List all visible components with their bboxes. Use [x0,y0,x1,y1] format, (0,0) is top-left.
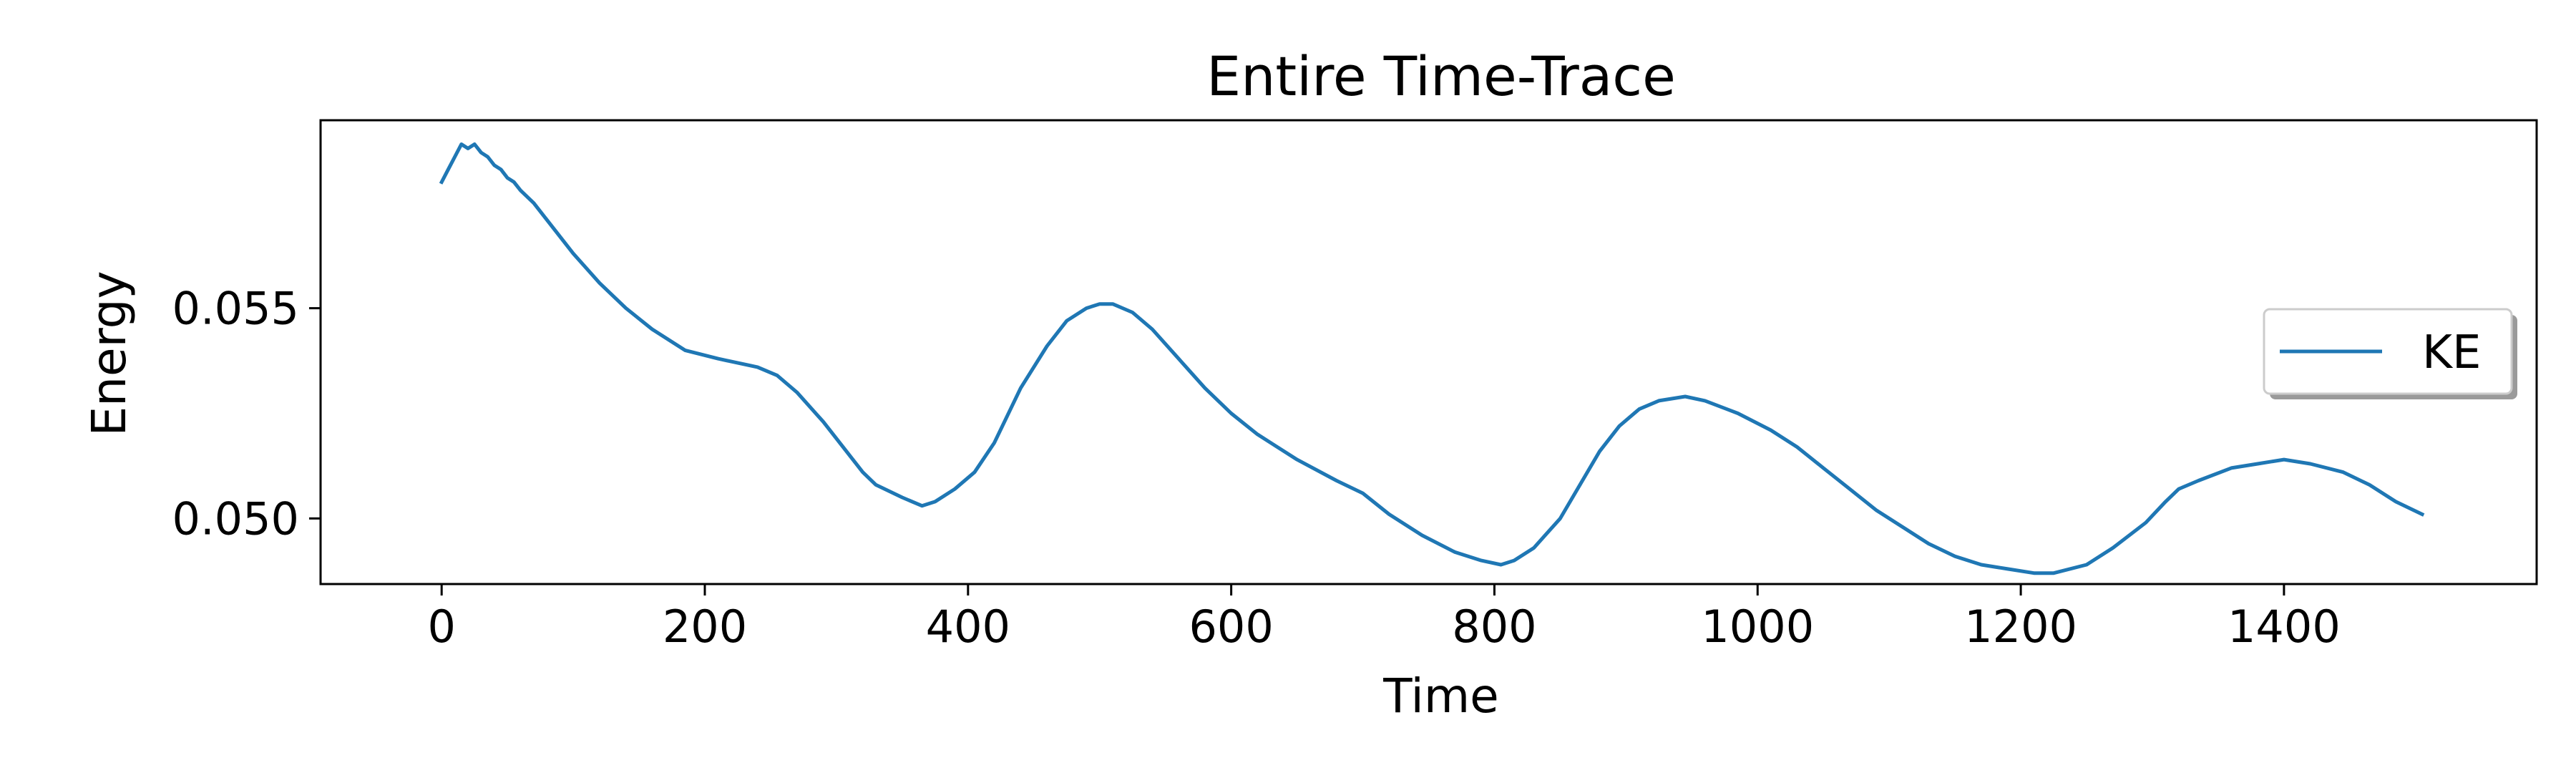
plot-area [439,142,2425,575]
x-tick-label: 0 [427,601,455,653]
legend: KE [2263,308,2517,399]
chart-title: Entire Time-Trace [1206,44,1676,108]
x-tick-label: 200 [663,601,747,653]
x-tick-label: 1000 [1701,601,1814,653]
series-line-ke [439,142,2425,575]
x-tick-label: 400 [926,601,1010,653]
plot-frame [319,119,2538,585]
y-tick-label: 0.050 [172,492,300,545]
legend-box [2263,308,2513,395]
x-axis-label: Time [1382,669,1499,724]
legend-label: KE [2422,326,2481,379]
y-tick-label: 0.055 [172,283,300,335]
y-axis-ticks: 0.050 0.055 [172,283,321,545]
x-tick-label: 1200 [1964,601,2077,653]
x-axis-ticks: 0 200 400 600 800 1000 1200 1400 [427,584,2341,653]
x-tick-label: 1400 [2228,601,2341,653]
y-axis-label: Energy [82,271,137,436]
x-tick-label: 800 [1452,601,1536,653]
x-tick-label: 600 [1189,601,1273,653]
